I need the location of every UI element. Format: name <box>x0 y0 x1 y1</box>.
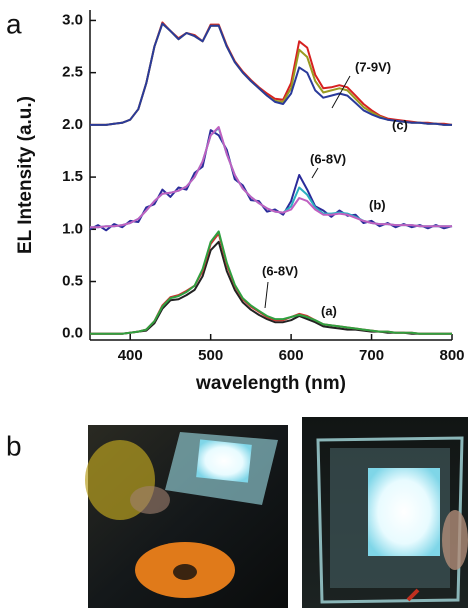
y-tick-label: 0.5 <box>62 272 83 289</box>
annotation: (6-8V) <box>262 263 298 278</box>
series-line <box>89 129 453 232</box>
series-line <box>90 22 452 126</box>
series-line <box>90 230 452 335</box>
panel-label: b <box>6 430 22 461</box>
y-tick-label: 2.5 <box>62 64 83 81</box>
x-tick-label: 600 <box>279 347 304 364</box>
photo-left <box>85 425 288 608</box>
annotation: (6-8V) <box>310 151 346 166</box>
series-line <box>90 126 452 229</box>
annotation: (c) <box>392 117 408 132</box>
photo-right <box>302 417 468 608</box>
series-line <box>90 21 453 126</box>
leader-line <box>331 75 351 109</box>
y-tick-label: 1.5 <box>62 168 83 185</box>
series-line <box>90 22 452 126</box>
plot: 0.0 0.5 1.0 1.5 2.0 2.5 3.0 400 500 600 700 800 wave… <box>15 10 465 394</box>
panel-label: a <box>6 8 22 39</box>
x-tick-label: 700 <box>359 347 384 364</box>
x-axis-label: wavelength (nm) <box>195 373 346 394</box>
x-tick-label: 500 <box>198 347 223 364</box>
series-line <box>90 232 452 335</box>
series-line <box>90 240 452 335</box>
leader-line <box>311 167 319 179</box>
x-tick-label: 800 <box>439 347 464 364</box>
y-tick-label: 3.0 <box>62 11 83 28</box>
y-tick-label: 0.0 <box>62 325 83 342</box>
leader-line <box>264 281 269 309</box>
x-tick-label: 400 <box>118 347 143 364</box>
annotation: (a) <box>321 303 337 318</box>
annotation: (7-9V) <box>355 59 391 74</box>
y-tick-label: 1.0 <box>62 220 83 237</box>
y-tick-label: 2.0 <box>62 116 83 133</box>
y-axis-label: EL Intensity (a.u.) <box>15 96 36 254</box>
annotation: (b) <box>369 197 386 212</box>
